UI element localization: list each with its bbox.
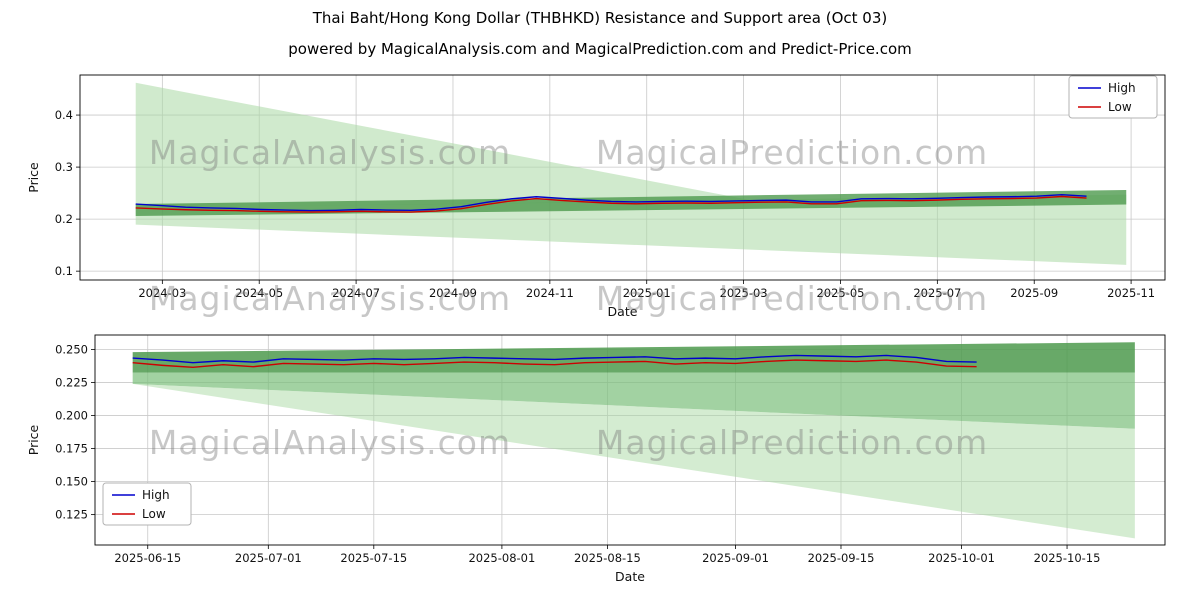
legend-label-low: Low — [1108, 100, 1132, 114]
y-tick-label: 0.250 — [55, 343, 88, 357]
x-tick-label: 2025-07 — [913, 286, 961, 300]
x-tick-label: 2025-01 — [623, 286, 671, 300]
x-tick-label: 2024-09 — [429, 286, 477, 300]
x-tick-label: 2024-03 — [138, 286, 186, 300]
y-tick-label: 0.175 — [55, 442, 88, 456]
x-tick-label: 2024-05 — [235, 286, 283, 300]
area-band-medium — [132, 372, 1135, 429]
area-support-fan — [132, 383, 1135, 539]
x-tick-label: 2025-09-01 — [702, 551, 769, 565]
y-tick-label: 0.125 — [55, 508, 88, 522]
plot-border — [94, 334, 1166, 546]
x-tick-label: 2025-03 — [720, 286, 768, 300]
y-axis-label: Price — [26, 162, 41, 193]
x-tick-label: 2024-07 — [332, 286, 380, 300]
y-tick-label: 0.4 — [55, 108, 73, 122]
x-tick-label: 2025-09 — [1010, 286, 1058, 300]
x-axis-label: Date — [615, 569, 645, 584]
y-tick-label: 0.2 — [55, 212, 73, 226]
x-tick-label: 2025-09-15 — [808, 551, 875, 565]
series-line-low — [135, 195, 1087, 213]
figure-subtitle: powered by MagicalAnalysis.com and Magic… — [288, 40, 912, 58]
x-tick-label: 2024-11 — [526, 286, 574, 300]
x-tick-label: 2025-05 — [816, 286, 864, 300]
x-axis-label: Date — [608, 304, 638, 319]
series-line-low — [132, 359, 977, 369]
area-resistance-wedge — [135, 82, 754, 208]
x-tick-label: 2025-08-01 — [468, 551, 535, 565]
x-tick-label: 2025-06-15 — [114, 551, 181, 565]
series-line-high — [135, 193, 1087, 212]
top-price-chart: 2024-03 2024-05 2024-07 2024-09 2024-11 2025-… — [26, 74, 1166, 319]
series-line-high — [132, 354, 977, 364]
x-tick-label: 2025-07-01 — [235, 551, 302, 565]
x-tick-label: 2025-10-01 — [928, 551, 995, 565]
bottom-price-chart: 2025-06-15 2025-07-01 2025-07-15 2025-08-01… — [26, 334, 1166, 584]
y-tick-label: 0.1 — [55, 264, 73, 278]
legend-label-low: Low — [142, 507, 166, 521]
x-tick-label: 2025-08-15 — [574, 551, 641, 565]
figure-title: Thai Baht/Hong Kong Dollar (THBHKD) Resi… — [312, 9, 888, 27]
y-tick-label: 0.225 — [55, 376, 88, 390]
plot-border — [79, 74, 1166, 281]
x-tick-label: 2025-11 — [1107, 286, 1155, 300]
y-axis-label: Price — [26, 424, 41, 455]
legend-label-high: High — [1108, 81, 1136, 95]
y-tick-label: 0.200 — [55, 409, 88, 423]
y-tick-label: 0.150 — [55, 475, 88, 489]
y-tick-label: 0.3 — [55, 160, 73, 174]
x-tick-label: 2025-07-15 — [340, 551, 407, 565]
x-tick-label: 2025-10-15 — [1034, 551, 1101, 565]
legend-label-high: High — [142, 488, 170, 502]
